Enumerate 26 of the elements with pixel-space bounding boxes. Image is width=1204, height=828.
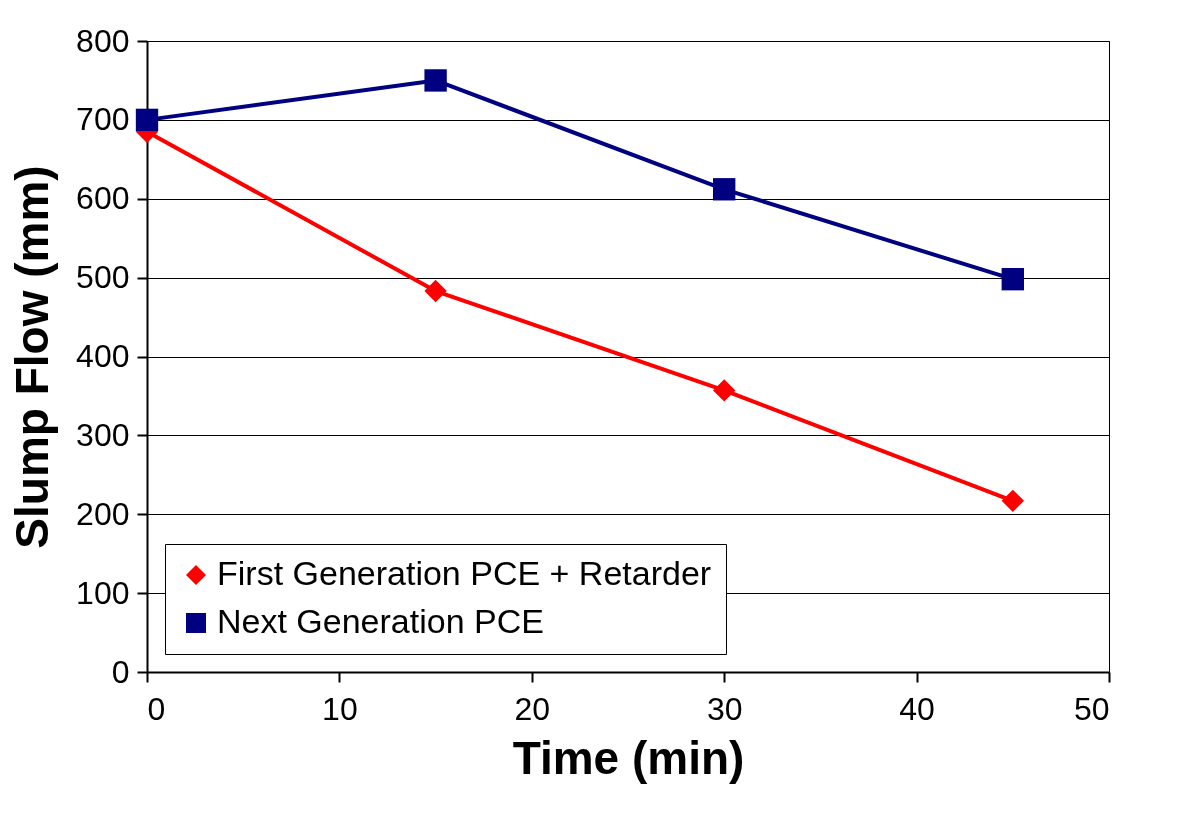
x-tick-label: 30: [706, 690, 743, 727]
point: [1001, 268, 1024, 291]
x-axis-title: Time (min): [512, 731, 745, 784]
x-tick-label: 40: [899, 690, 935, 727]
x-tick-label: 20: [514, 690, 551, 727]
y-tick-label: 0: [111, 653, 130, 690]
y-tick-label: 600: [76, 180, 130, 217]
x-tick-label: 10: [322, 690, 358, 727]
x-tick-label: 0: [147, 690, 166, 727]
point: [713, 178, 736, 201]
y-tick-label: 100: [76, 574, 130, 611]
legend-label: Next Generation PCE: [217, 602, 544, 640]
y-tick-label: 700: [76, 101, 130, 138]
y-tick-label: 200: [76, 495, 130, 532]
y-axis-title: Slump Flow (mm): [6, 165, 59, 549]
point: [713, 379, 736, 402]
y-tick-label: 500: [76, 259, 130, 296]
legend-label: First Generation PCE + Retarder: [217, 554, 712, 592]
point: [424, 279, 447, 303]
y-tick-label: 400: [76, 338, 130, 374]
point: [135, 108, 159, 132]
point: [1001, 489, 1024, 513]
point: [424, 69, 447, 92]
x-tick-label: 50: [1073, 690, 1110, 727]
y-tick-label: 800: [76, 22, 130, 59]
y-tick-label: 300: [76, 416, 130, 453]
